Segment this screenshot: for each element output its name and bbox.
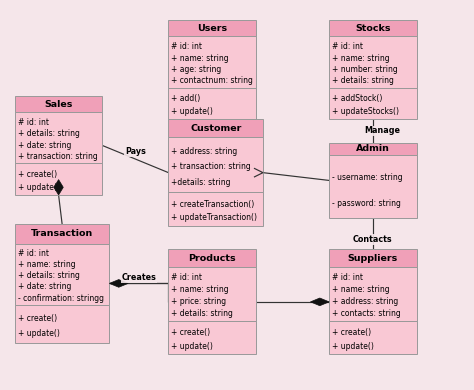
Text: + details: string: + details: string xyxy=(18,271,80,280)
Text: Sales: Sales xyxy=(45,99,73,108)
Text: + date: string: + date: string xyxy=(18,141,71,150)
Bar xyxy=(15,163,102,195)
Text: Transaction: Transaction xyxy=(31,229,93,238)
Text: # id: int: # id: int xyxy=(18,249,49,258)
Bar xyxy=(329,20,417,37)
Text: + update(): + update() xyxy=(18,329,60,338)
Text: + create(): + create() xyxy=(332,328,371,337)
Text: + age: string: + age: string xyxy=(171,65,221,74)
Text: + update(): + update() xyxy=(18,183,60,192)
Text: Stocks: Stocks xyxy=(355,24,391,33)
Text: + name: string: + name: string xyxy=(332,53,390,62)
Text: + name: string: + name: string xyxy=(171,285,229,294)
Text: - username: string: - username: string xyxy=(332,173,402,182)
Text: + update(): + update() xyxy=(171,342,213,351)
Text: + update(): + update() xyxy=(171,107,213,116)
Bar xyxy=(15,96,102,112)
Text: # id: int: # id: int xyxy=(171,273,202,282)
Text: + transaction: string: + transaction: string xyxy=(18,152,98,161)
Text: + details: string: + details: string xyxy=(18,129,80,138)
Text: Manage: Manage xyxy=(365,126,401,135)
Bar xyxy=(329,250,417,267)
Text: Users: Users xyxy=(197,24,227,33)
Text: + add(): + add() xyxy=(171,94,201,103)
Text: - password: string: - password: string xyxy=(332,199,401,207)
Bar xyxy=(168,192,263,226)
Bar xyxy=(168,20,256,37)
Text: Suppliers: Suppliers xyxy=(348,254,398,262)
Text: - confirmation: stringg: - confirmation: stringg xyxy=(18,294,104,303)
Text: # id: int: # id: int xyxy=(18,118,49,127)
Text: + name: string: + name: string xyxy=(18,260,75,269)
Bar xyxy=(329,155,417,218)
Text: + createTransaction(): + createTransaction() xyxy=(171,200,255,209)
Text: +details: string: +details: string xyxy=(171,178,231,187)
Text: + create(): + create() xyxy=(18,314,57,323)
Polygon shape xyxy=(310,298,329,306)
Bar xyxy=(329,87,417,119)
Text: + name: string: + name: string xyxy=(171,53,229,62)
Bar xyxy=(15,244,109,305)
Bar xyxy=(15,305,109,343)
Text: Customer: Customer xyxy=(190,124,241,133)
Bar xyxy=(15,112,102,163)
Text: Contacts: Contacts xyxy=(353,235,392,244)
Text: + updateTransaction(): + updateTransaction() xyxy=(171,213,257,222)
Polygon shape xyxy=(109,280,128,287)
Bar xyxy=(168,137,263,192)
Text: Products: Products xyxy=(188,254,236,262)
Bar xyxy=(168,321,256,355)
Text: + create(): + create() xyxy=(18,170,57,179)
Text: + contacts: string: + contacts: string xyxy=(332,309,401,318)
Text: # id: int: # id: int xyxy=(171,42,202,51)
Polygon shape xyxy=(54,180,63,195)
Text: Admin: Admin xyxy=(356,144,390,153)
Text: + addStock(): + addStock() xyxy=(332,94,383,103)
Text: + name: string: + name: string xyxy=(332,285,390,294)
Text: Creates: Creates xyxy=(121,273,156,282)
Bar xyxy=(15,224,109,244)
Text: Pays: Pays xyxy=(125,147,146,156)
Text: + price: string: + price: string xyxy=(171,297,227,306)
Bar xyxy=(329,267,417,321)
Text: + address: string: + address: string xyxy=(171,147,237,156)
Bar xyxy=(329,321,417,355)
Text: + address: string: + address: string xyxy=(332,297,398,306)
Text: + details: string: + details: string xyxy=(332,76,394,85)
Bar xyxy=(168,267,256,321)
Text: # id: int: # id: int xyxy=(332,42,363,51)
Bar xyxy=(329,37,417,87)
Bar xyxy=(168,250,256,267)
Bar xyxy=(168,37,256,87)
Bar xyxy=(168,119,263,137)
Text: + updateStocks(): + updateStocks() xyxy=(332,107,399,116)
Text: + update(): + update() xyxy=(332,342,374,351)
Text: + number: string: + number: string xyxy=(332,65,398,74)
Text: + create(): + create() xyxy=(171,328,210,337)
Text: + date: string: + date: string xyxy=(18,282,71,291)
Text: + contactnum: string: + contactnum: string xyxy=(171,76,253,85)
Text: + transaction: string: + transaction: string xyxy=(171,162,251,171)
Bar xyxy=(168,87,256,119)
Bar xyxy=(329,142,417,155)
Text: # id: int: # id: int xyxy=(332,273,363,282)
Text: + details: string: + details: string xyxy=(171,309,233,318)
